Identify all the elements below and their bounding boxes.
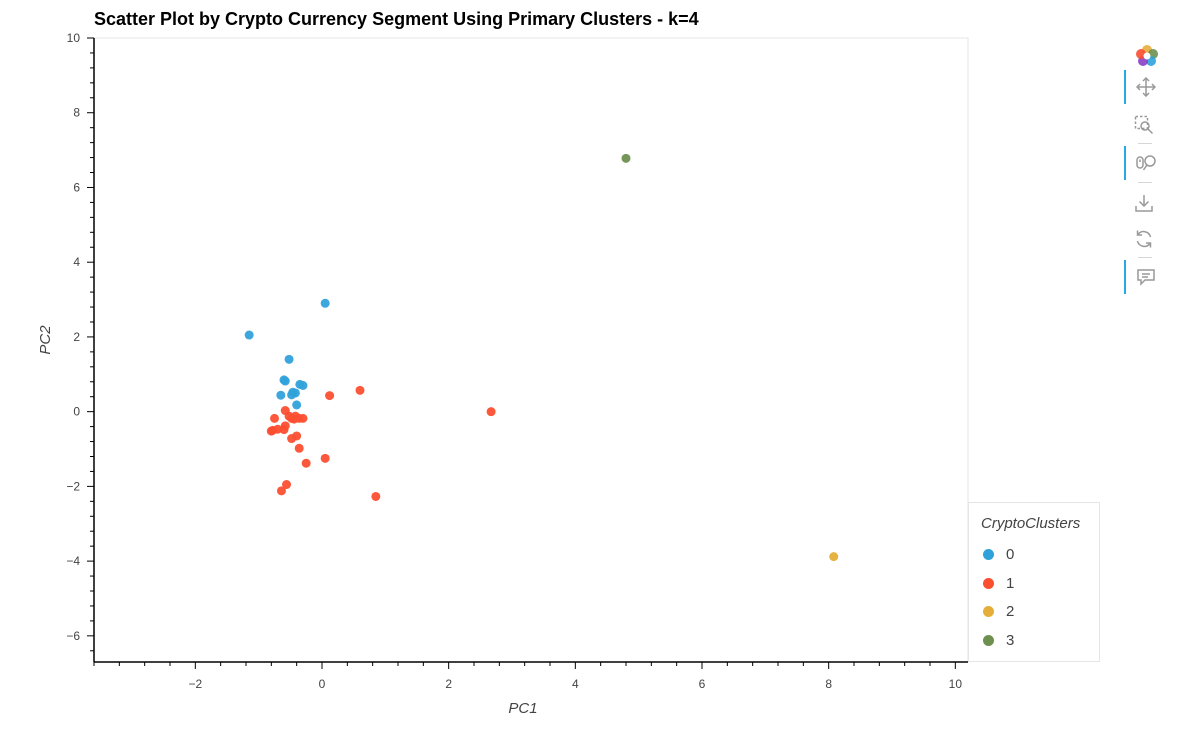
- data-point-cluster-1[interactable]: [301, 458, 311, 468]
- box-zoom-icon[interactable]: [1124, 108, 1160, 142]
- save-icon[interactable]: [1124, 186, 1160, 220]
- x-axis-label: PC1: [508, 700, 537, 717]
- data-point-cluster-0[interactable]: [290, 388, 300, 398]
- legend-item-0[interactable]: 0: [983, 544, 1014, 564]
- legend-marker-0: [983, 548, 994, 560]
- x-tick-label: 10: [949, 677, 963, 691]
- toolbar-separator: [1138, 257, 1152, 258]
- legend-label-1: 1: [1006, 574, 1015, 592]
- reset-icon[interactable]: [1124, 222, 1160, 256]
- data-point-cluster-1[interactable]: [320, 453, 330, 463]
- data-point-cluster-0[interactable]: [280, 376, 290, 386]
- legend-title: CryptoClusters: [981, 515, 1081, 532]
- plot-frame: [93, 37, 969, 663]
- data-point-cluster-1[interactable]: [270, 413, 279, 423]
- legend-marker-2: [983, 605, 994, 617]
- bokeh-logo-icon[interactable]: [1124, 36, 1160, 70]
- data-point-cluster-1[interactable]: [294, 443, 304, 453]
- chart-title: Scatter Plot by Crypto Currency Segment …: [94, 9, 699, 29]
- hover-icon[interactable]: [1124, 260, 1160, 294]
- y-tick-label: 2: [73, 330, 80, 344]
- y-tick-label: 6: [73, 180, 80, 194]
- data-point-cluster-1[interactable]: [282, 480, 292, 490]
- data-point-cluster-1[interactable]: [486, 407, 496, 417]
- legend-marker-1: [983, 577, 994, 589]
- toolbar-separator: [1138, 143, 1152, 144]
- x-tick-label: −2: [188, 677, 202, 691]
- legend-label-2: 2: [1006, 602, 1015, 620]
- y-tick-label: 10: [67, 31, 81, 45]
- y-tick-label: 8: [73, 106, 80, 120]
- data-point-cluster-1[interactable]: [266, 426, 276, 436]
- x-tick-label: 4: [572, 677, 579, 691]
- pan-icon[interactable]: [1124, 70, 1160, 104]
- data-point-cluster-1[interactable]: [287, 434, 297, 444]
- data-point-cluster-2[interactable]: [829, 552, 839, 562]
- x-tick-label: 8: [825, 677, 832, 691]
- x-tick-label: 6: [699, 677, 706, 691]
- legend-item-3[interactable]: 3: [983, 630, 1014, 650]
- toolbar-separator: [1138, 182, 1152, 183]
- y-tick-label: −4: [66, 554, 80, 568]
- y-tick-label: −2: [66, 479, 80, 493]
- y-tick-label: −6: [66, 629, 80, 643]
- data-point-cluster-3[interactable]: [621, 153, 631, 163]
- data-point-cluster-0[interactable]: [292, 400, 302, 410]
- legend-marker-3: [983, 634, 994, 646]
- legend-item-1[interactable]: 1: [983, 573, 1014, 593]
- data-point-cluster-1[interactable]: [355, 385, 365, 395]
- chart-toolbar: [1124, 36, 1164, 306]
- wheel-zoom-icon[interactable]: [1124, 146, 1160, 180]
- x-tick-label: 2: [445, 677, 452, 691]
- legend-item-2[interactable]: 2: [983, 601, 1014, 621]
- data-point-cluster-1[interactable]: [371, 491, 381, 501]
- legend: CryptoClusters 0 1 2 3: [968, 502, 1100, 662]
- x-tick-label: 0: [319, 677, 326, 691]
- data-point-cluster-0[interactable]: [320, 298, 330, 308]
- data-point-cluster-1[interactable]: [276, 486, 286, 496]
- y-tick-label: 0: [73, 405, 80, 419]
- data-point-cluster-0[interactable]: [284, 354, 294, 364]
- data-point-cluster-1[interactable]: [298, 413, 308, 423]
- legend-label-3: 3: [1006, 631, 1015, 649]
- data-point-cluster-0[interactable]: [298, 380, 308, 390]
- data-point-cluster-0[interactable]: [244, 330, 254, 340]
- data-point-cluster-0[interactable]: [276, 390, 286, 400]
- y-tick-label: 4: [73, 255, 80, 269]
- legend-label-0: 0: [1006, 545, 1015, 563]
- data-point-cluster-1[interactable]: [325, 391, 335, 401]
- y-axis-label: PC2: [37, 325, 54, 355]
